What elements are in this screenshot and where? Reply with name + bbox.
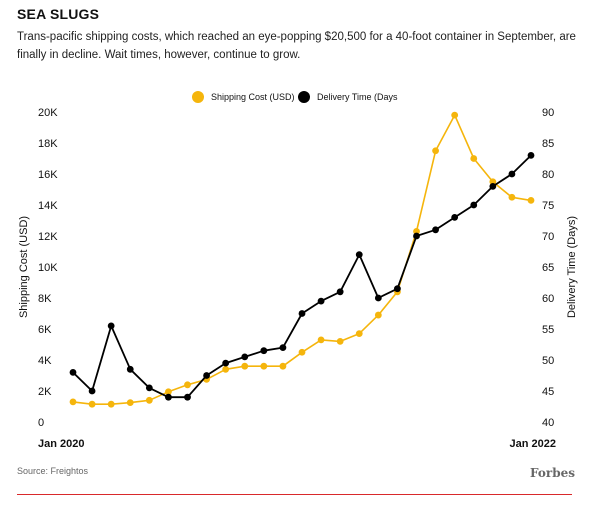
delivery-time-point — [184, 393, 191, 401]
shipping-cost-point — [222, 365, 230, 373]
shipping-cost-point — [355, 330, 363, 338]
shipping-cost-point — [145, 396, 153, 404]
shipping-cost-point — [298, 348, 306, 356]
left-tick-label: 8K — [38, 293, 52, 305]
right-axis-ticks: 40 45 50 55 60 65 70 75 80 85 90 — [542, 107, 554, 429]
right-tick-label: 70 — [542, 231, 554, 243]
left-tick-label: 4K — [38, 355, 52, 367]
delivery-time-point — [279, 344, 287, 351]
delivery-time-point — [145, 384, 153, 392]
left-tick-label: 6K — [38, 324, 52, 336]
delivery-time-point — [88, 387, 96, 395]
x-label-start: Jan 2020 — [38, 438, 84, 450]
delivery-time-point — [241, 353, 249, 361]
shipping-cost-point — [69, 398, 77, 406]
right-tick-label: 55 — [542, 324, 554, 336]
delivery-time-point — [317, 297, 325, 305]
left-axis-title: Shipping Cost (USD) — [18, 216, 30, 318]
shipping-cost-point — [451, 111, 459, 119]
delivery-time-point — [508, 170, 516, 178]
left-axis-ticks: 0 2K 4K 6K 8K 10K 12K 14K 16K 18K 20K — [38, 107, 58, 429]
left-tick-label: 2K — [38, 386, 52, 398]
delivery-time-point — [222, 359, 230, 367]
right-tick-label: 65 — [542, 262, 554, 274]
left-tick-label: 14K — [38, 200, 58, 212]
legend-label-shipping-cost: Shipping Cost (USD) — [211, 92, 295, 102]
bottom-rule — [17, 494, 572, 495]
left-tick-label: 20K — [38, 107, 58, 119]
shipping-cost-point — [184, 381, 191, 389]
right-tick-label: 90 — [542, 107, 554, 119]
delivery-time-point — [470, 201, 478, 209]
delivery-time-point — [69, 369, 77, 376]
shipping-cost-point — [107, 400, 115, 408]
delivery-time-point — [394, 285, 401, 293]
left-tick-label: 18K — [38, 138, 58, 150]
shipping-cost-point — [374, 311, 382, 319]
x-label-end: Jan 2022 — [510, 438, 556, 450]
delivery-time-point — [336, 288, 344, 296]
shipping-cost-point — [527, 196, 535, 204]
shipping-cost-point — [470, 155, 478, 162]
legend-marker-shipping-cost — [192, 91, 204, 103]
right-tick-label: 45 — [542, 386, 554, 398]
left-tick-label: 10K — [38, 262, 58, 274]
shipping-cost-point — [508, 193, 516, 201]
right-tick-label: 50 — [542, 355, 554, 367]
delivery-time-point — [355, 251, 363, 258]
shipping-cost-point — [317, 336, 325, 344]
shipping-cost-point — [241, 362, 249, 370]
delivery-time-point — [432, 226, 439, 234]
right-tick-label: 40 — [542, 417, 554, 429]
delivery-time-point — [527, 152, 535, 159]
left-tick-label: 12K — [38, 231, 58, 243]
shipping-cost-point — [165, 388, 172, 396]
delivery-time-point — [451, 214, 459, 221]
legend-marker-delivery-time — [298, 91, 310, 103]
shipping-cost-point — [432, 147, 439, 155]
legend-label-delivery-time: Delivery Time (Days — [317, 92, 398, 102]
delivery-time-point — [298, 310, 306, 317]
chart-subtitle: Trans-pacific shipping costs, which reac… — [17, 31, 576, 61]
shipping-cost-point — [279, 362, 287, 370]
legend: Shipping Cost (USD) Delivery Time (Days — [192, 91, 398, 103]
source-note: Source: Freightos — [17, 466, 89, 476]
shipping-cost-point — [260, 362, 268, 370]
delivery-time-line — [72, 154, 532, 399]
dual-axis-line-chart: Shipping Cost (USD) Delivery Time (Days … — [18, 91, 578, 450]
right-tick-label: 80 — [542, 169, 554, 181]
shipping-cost-point — [88, 400, 96, 408]
shipping-cost-point — [336, 338, 344, 345]
right-axis-title: Delivery Time (Days) — [566, 216, 578, 318]
right-tick-label: 60 — [542, 293, 554, 305]
forbes-logo: Forbes — [530, 466, 575, 480]
right-tick-label: 85 — [542, 138, 554, 150]
delivery-time-point — [260, 347, 268, 355]
shipping-cost-point — [413, 227, 420, 235]
left-tick-label: 16K — [38, 169, 58, 181]
delivery-time-point — [107, 322, 115, 330]
delivery-time-point — [126, 365, 134, 373]
delivery-time-point — [489, 183, 497, 190]
delivery-time-point — [203, 372, 210, 379]
delivery-time-point — [165, 393, 172, 401]
right-tick-label: 75 — [542, 200, 554, 212]
left-tick-label: 0 — [38, 417, 44, 429]
delivery-time-point — [413, 232, 420, 240]
shipping-cost-point — [489, 178, 497, 186]
series-layer — [69, 111, 535, 408]
delivery-time-point — [374, 294, 382, 302]
shipping-cost-point — [126, 399, 134, 407]
shipping-cost-line — [72, 114, 532, 406]
chart-title: SEA SLUGS — [17, 6, 100, 22]
